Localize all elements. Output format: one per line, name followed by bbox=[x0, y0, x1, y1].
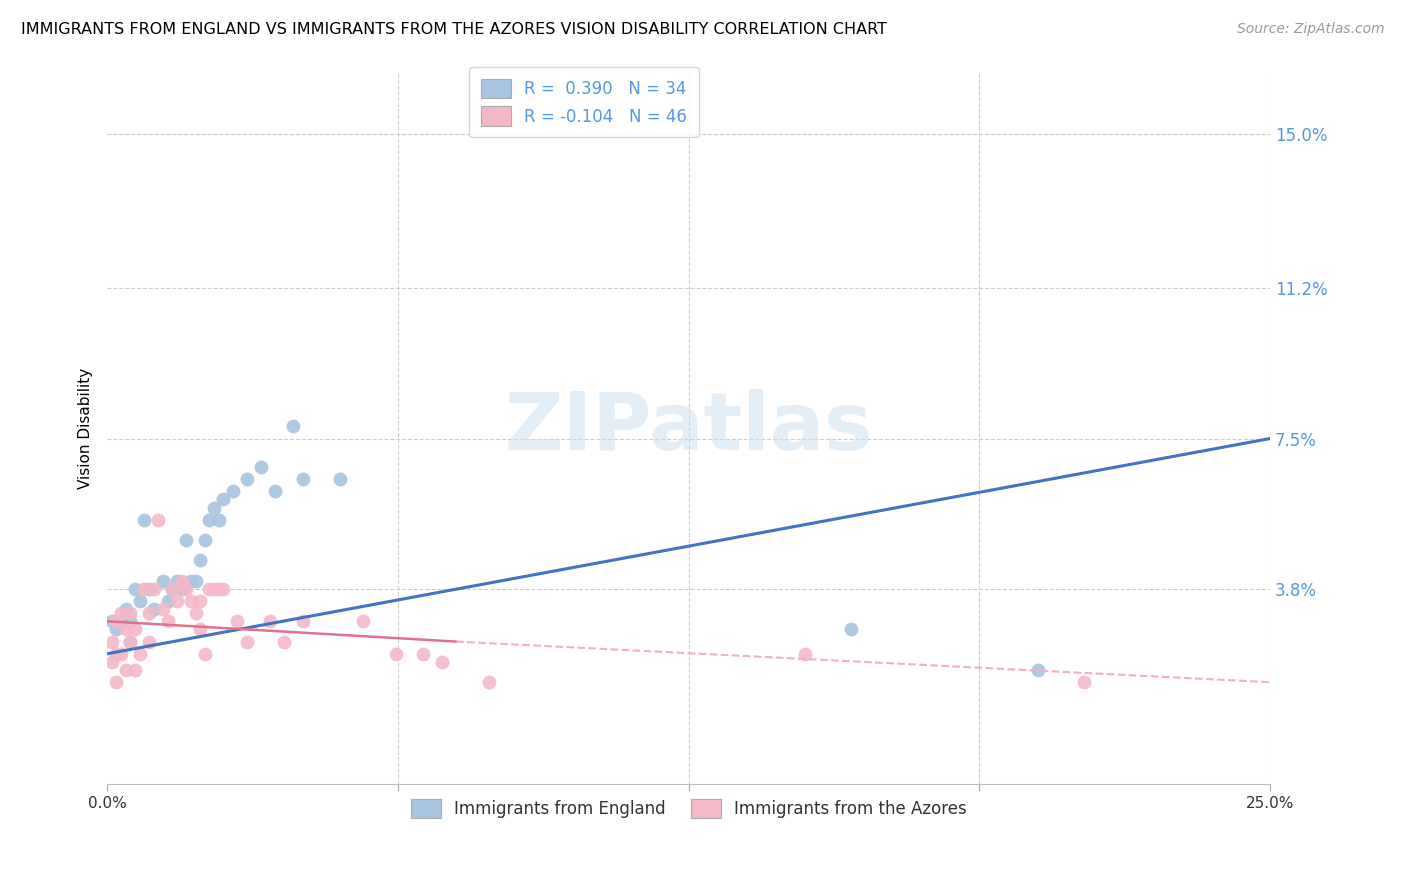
Point bbox=[1073, 675, 1095, 690]
Point bbox=[188, 623, 211, 637]
Point bbox=[174, 533, 197, 547]
Point bbox=[110, 614, 132, 628]
Point bbox=[138, 606, 160, 620]
Point bbox=[174, 582, 197, 596]
Point bbox=[170, 574, 193, 588]
Point bbox=[114, 623, 136, 637]
Point bbox=[105, 647, 128, 661]
Point bbox=[114, 602, 136, 616]
Point bbox=[101, 634, 124, 648]
Point bbox=[180, 574, 202, 588]
Text: IMMIGRANTS FROM ENGLAND VS IMMIGRANTS FROM THE AZORES VISION DISABILITY CORRELAT: IMMIGRANTS FROM ENGLAND VS IMMIGRANTS FR… bbox=[21, 22, 887, 37]
Point bbox=[184, 574, 207, 588]
Point bbox=[208, 582, 231, 596]
Point bbox=[128, 647, 150, 661]
Point bbox=[101, 655, 124, 669]
Point bbox=[249, 459, 271, 474]
Point bbox=[329, 472, 352, 486]
Point bbox=[291, 472, 314, 486]
Point bbox=[162, 582, 184, 596]
Point bbox=[148, 513, 170, 527]
Point bbox=[105, 623, 128, 637]
Point bbox=[124, 582, 146, 596]
Point bbox=[142, 602, 165, 616]
Point bbox=[198, 513, 221, 527]
Point bbox=[478, 675, 501, 690]
Point bbox=[222, 484, 245, 499]
Point bbox=[138, 634, 160, 648]
Point bbox=[430, 655, 453, 669]
Point bbox=[162, 582, 184, 596]
Point bbox=[235, 634, 257, 648]
Point bbox=[412, 647, 434, 661]
Point bbox=[128, 594, 150, 608]
Point bbox=[120, 614, 142, 628]
Point bbox=[188, 594, 211, 608]
Point bbox=[152, 574, 174, 588]
Legend: Immigrants from England, Immigrants from the Azores: Immigrants from England, Immigrants from… bbox=[404, 793, 973, 825]
Point bbox=[120, 634, 142, 648]
Text: Source: ZipAtlas.com: Source: ZipAtlas.com bbox=[1237, 22, 1385, 37]
Point bbox=[202, 500, 225, 515]
Point bbox=[105, 614, 128, 628]
Point bbox=[273, 634, 295, 648]
Point bbox=[352, 614, 374, 628]
Point bbox=[105, 675, 128, 690]
Point bbox=[291, 614, 314, 628]
Point bbox=[110, 647, 132, 661]
Point bbox=[202, 582, 225, 596]
Point bbox=[124, 663, 146, 677]
Point bbox=[259, 614, 281, 628]
Point bbox=[212, 582, 235, 596]
Point bbox=[152, 602, 174, 616]
Point bbox=[841, 623, 863, 637]
Point bbox=[184, 606, 207, 620]
Text: ZIPatlas: ZIPatlas bbox=[505, 389, 873, 467]
Point bbox=[110, 606, 132, 620]
Point bbox=[188, 553, 211, 567]
Y-axis label: Vision Disability: Vision Disability bbox=[79, 368, 93, 489]
Point bbox=[212, 492, 235, 507]
Point bbox=[156, 614, 179, 628]
Point bbox=[170, 582, 193, 596]
Point bbox=[101, 614, 124, 628]
Point bbox=[114, 663, 136, 677]
Point bbox=[226, 614, 249, 628]
Point bbox=[235, 472, 257, 486]
Point bbox=[793, 647, 815, 661]
Point bbox=[142, 582, 165, 596]
Point bbox=[384, 647, 406, 661]
Point bbox=[283, 419, 305, 434]
Point bbox=[263, 484, 285, 499]
Point bbox=[120, 634, 142, 648]
Point bbox=[166, 594, 188, 608]
Point bbox=[198, 582, 221, 596]
Point bbox=[180, 594, 202, 608]
Point bbox=[156, 594, 179, 608]
Point bbox=[124, 623, 146, 637]
Point bbox=[194, 533, 217, 547]
Point bbox=[166, 574, 188, 588]
Point bbox=[134, 582, 156, 596]
Point bbox=[194, 647, 217, 661]
Point bbox=[134, 513, 156, 527]
Point bbox=[1026, 663, 1049, 677]
Point bbox=[120, 606, 142, 620]
Point bbox=[138, 582, 160, 596]
Point bbox=[208, 513, 231, 527]
